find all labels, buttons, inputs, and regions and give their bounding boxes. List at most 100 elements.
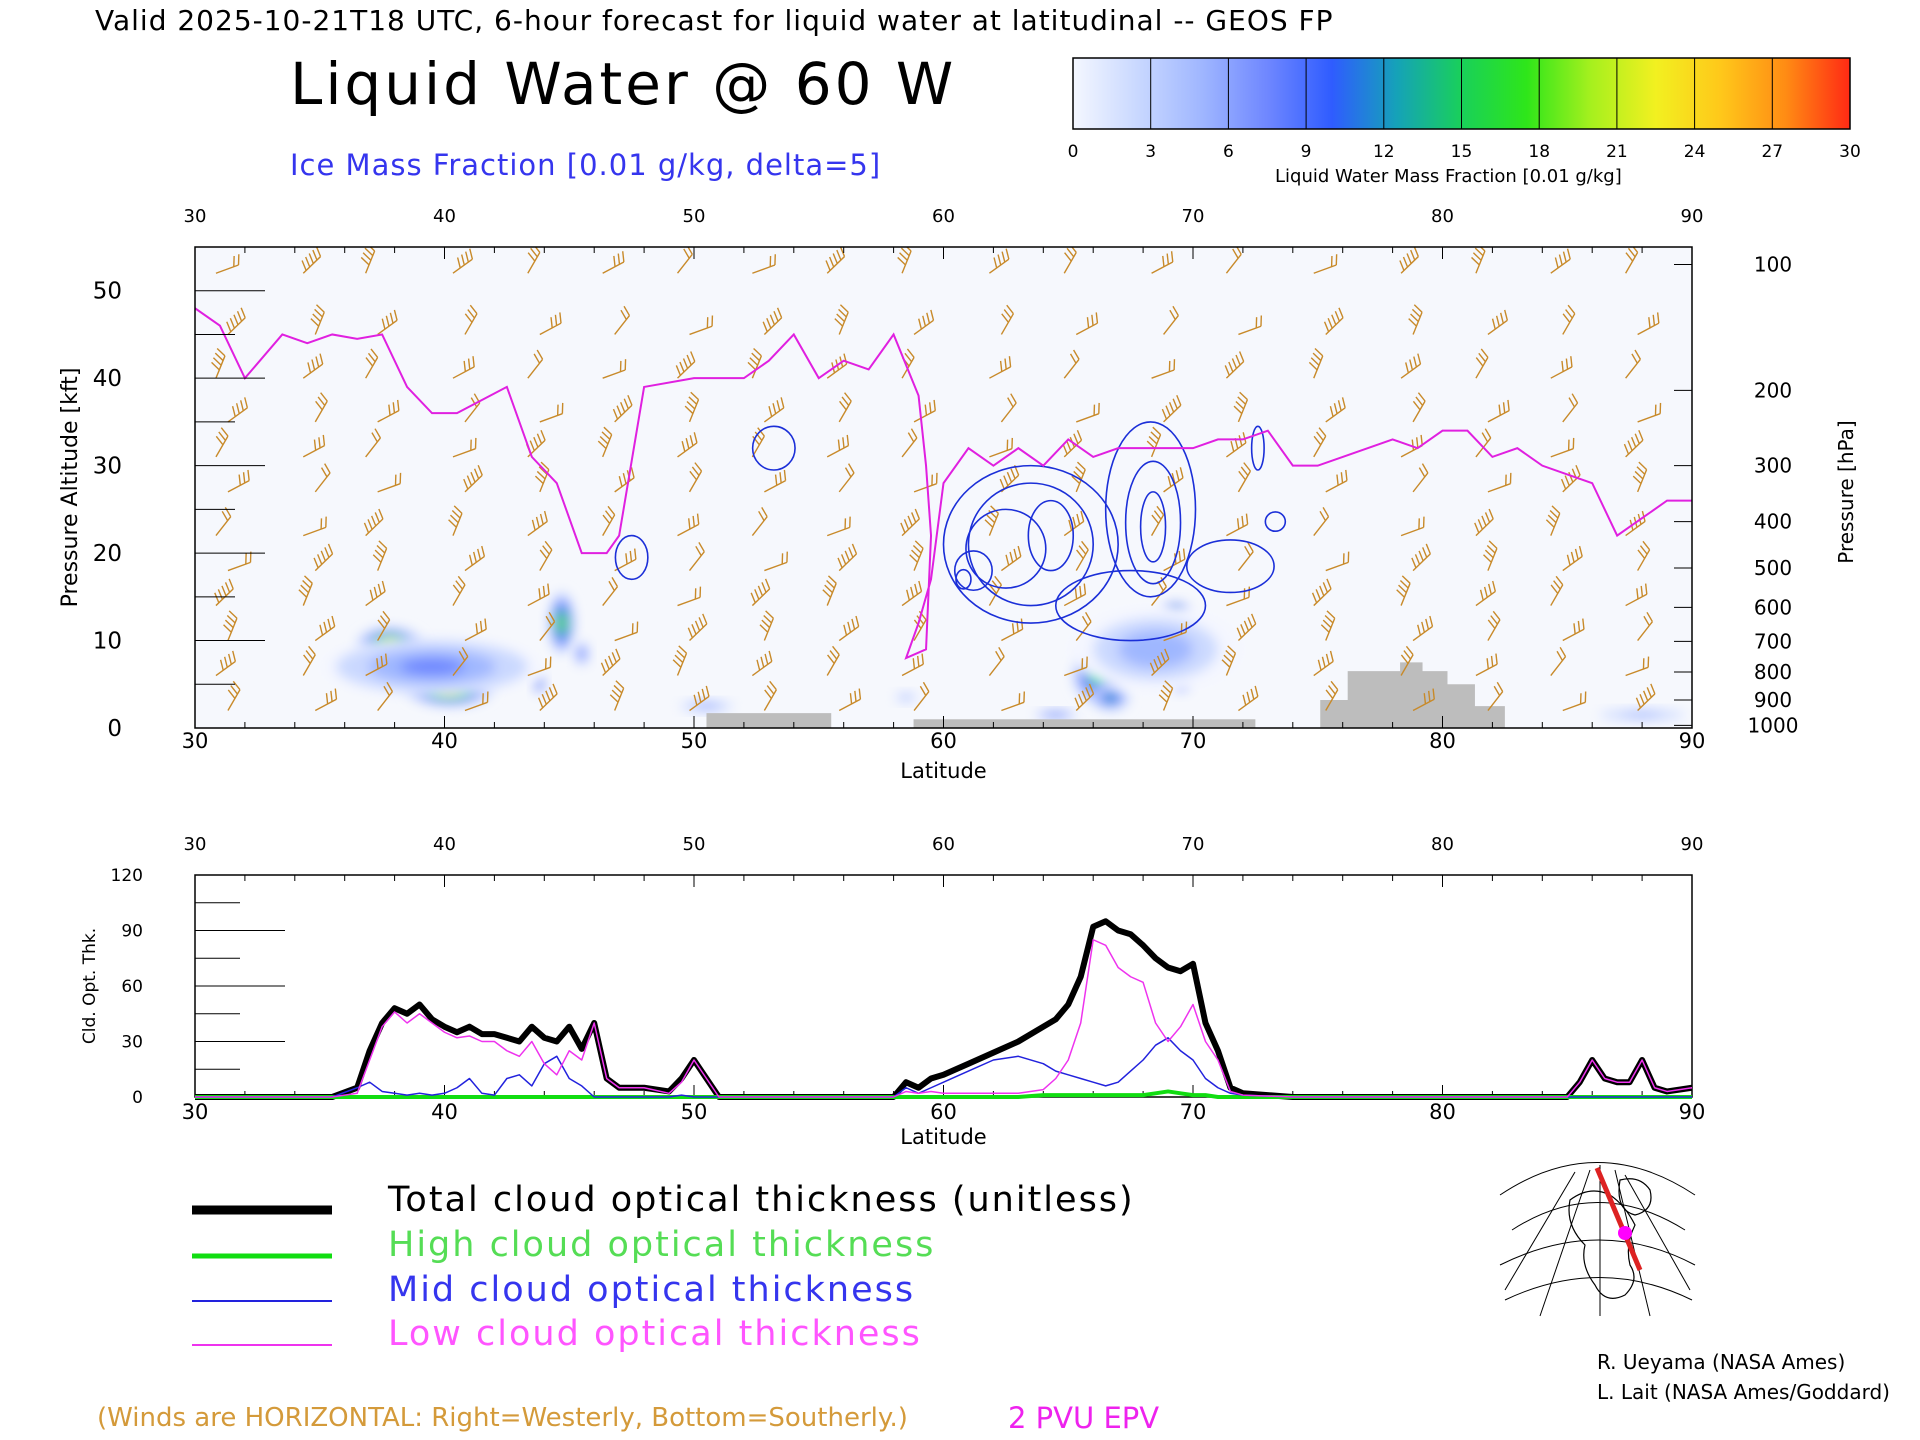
wind-barb xyxy=(1562,545,1583,572)
wind-barb xyxy=(527,247,541,274)
wind-barb xyxy=(452,356,475,379)
wind-barb-feather xyxy=(1327,317,1333,329)
wind-barb-feather xyxy=(749,357,759,366)
wind-barb-feather xyxy=(1148,435,1158,445)
wind-barb-feather xyxy=(780,397,785,408)
wind-barb-shaft xyxy=(527,358,544,379)
wind-barb-feather xyxy=(847,621,852,633)
wind-barb-shaft xyxy=(1400,363,1421,379)
wind-barb-feather xyxy=(481,545,486,557)
wind-barb xyxy=(1412,688,1435,712)
wind-barb-feather xyxy=(1429,615,1434,627)
wind-barb-feather xyxy=(378,508,384,520)
wind-barb-shaft xyxy=(677,442,698,458)
ice-contour xyxy=(1054,569,1207,642)
liquid-water-level xyxy=(702,705,711,707)
x-tick-label-top: 90 xyxy=(1681,206,1704,227)
lower-x-tick-label-top: 40 xyxy=(433,834,456,855)
wind-barb-feather xyxy=(1088,683,1095,695)
wind-barb xyxy=(1238,685,1259,712)
wind-barb-feather xyxy=(678,645,688,654)
wind-barb-feather xyxy=(383,685,390,696)
wind-barb-feather xyxy=(486,691,489,703)
wind-barb-feather xyxy=(371,432,378,443)
wind-barb xyxy=(838,688,862,712)
wind-barb xyxy=(215,427,229,458)
wind-barb-feather xyxy=(761,582,767,593)
wind-barb-shaft xyxy=(227,479,250,493)
wind-barb-feather xyxy=(783,469,787,481)
wind-barb-feather xyxy=(601,431,611,440)
wind-barb-feather xyxy=(688,396,698,405)
wind-barb-feather xyxy=(843,624,848,636)
wind-barb xyxy=(763,680,777,711)
wind-barb xyxy=(377,610,391,641)
wind-barb-feather xyxy=(1325,653,1330,665)
wind-barb-feather xyxy=(693,432,698,443)
wind-barb-shaft xyxy=(1475,590,1496,607)
wind-barb-shaft xyxy=(464,701,488,712)
wind-barb-feather xyxy=(240,307,246,319)
ice-contour xyxy=(953,550,993,592)
wind-barb xyxy=(211,347,226,379)
wind-barb-feather xyxy=(477,464,483,476)
wind-barb-feather xyxy=(825,260,831,271)
wind-barb-feather xyxy=(1648,317,1651,328)
wind-barb xyxy=(901,653,924,677)
wind-barb-shaft xyxy=(1225,653,1237,676)
wind-barb xyxy=(1311,578,1332,607)
wind-barb-feather xyxy=(846,434,850,446)
wind-barb xyxy=(539,312,562,336)
wind-barb-feather xyxy=(449,514,459,524)
wind-barb-feather xyxy=(679,361,685,373)
wind-barb-feather xyxy=(1176,395,1182,406)
wind-barb-feather xyxy=(533,436,539,448)
wind-barb-shaft xyxy=(215,435,229,458)
pressure-tick-label: 800 xyxy=(1754,660,1792,684)
wind-barb-feather xyxy=(705,685,710,697)
wind-barb-feather xyxy=(472,551,477,563)
wind-barb-feather xyxy=(237,254,240,266)
wind-barb-feather xyxy=(1402,256,1409,268)
wind-barb-feather xyxy=(611,576,619,588)
lower-y-tick-label: 120 xyxy=(111,866,143,886)
wind-barb-feather xyxy=(682,358,689,369)
wind-barb-feather xyxy=(1243,462,1251,472)
wind-barb-shaft xyxy=(688,551,705,572)
wind-barb-feather xyxy=(1076,461,1086,471)
wind-barb-shaft xyxy=(989,448,1013,458)
wind-barb-shaft xyxy=(764,479,786,493)
wind-barb-feather xyxy=(539,513,544,525)
wind-barb-shaft xyxy=(365,663,388,677)
wind-barb-feather xyxy=(1156,505,1165,516)
wind-barb-shaft xyxy=(377,483,401,493)
wind-barb-feather xyxy=(381,580,386,592)
wind-barb-feather xyxy=(1478,352,1486,363)
wind-barb-feather xyxy=(1405,362,1410,374)
wind-barb-shaft xyxy=(365,437,381,458)
wind-barb-feather xyxy=(906,589,911,601)
wind-barb-feather xyxy=(226,614,236,624)
wind-barb-feather xyxy=(245,553,247,565)
wind-barb-feather xyxy=(1492,580,1497,592)
wind-barb-shaft xyxy=(1313,435,1327,458)
wind-barb-shaft xyxy=(1562,701,1586,712)
wind-barb-feather xyxy=(699,586,702,598)
wind-barb-shaft xyxy=(314,553,334,572)
wind-barb-feather xyxy=(556,404,559,416)
wind-barb-feather xyxy=(612,408,619,420)
wind-barb-shaft xyxy=(826,583,837,606)
cross-section-chart: 30 30 40 40 50 50 60 60 70 70 80 80 90 90 Latitude 0 10 2… xyxy=(58,206,1858,783)
wind-barb-feather xyxy=(620,401,626,413)
x-tick-label: 90 xyxy=(1679,729,1706,753)
wind-barb-feather xyxy=(376,545,386,554)
wind-barb xyxy=(1399,247,1419,274)
wind-barb-shaft xyxy=(1325,479,1348,493)
wind-barb xyxy=(1158,680,1174,711)
wind-barb-feather xyxy=(1172,305,1179,316)
wind-barb xyxy=(1237,462,1252,493)
wind-barb-feather xyxy=(1477,519,1484,530)
wind-barb-feather xyxy=(858,688,862,700)
wind-barb-feather xyxy=(1400,654,1409,664)
wind-barb xyxy=(984,505,1000,536)
